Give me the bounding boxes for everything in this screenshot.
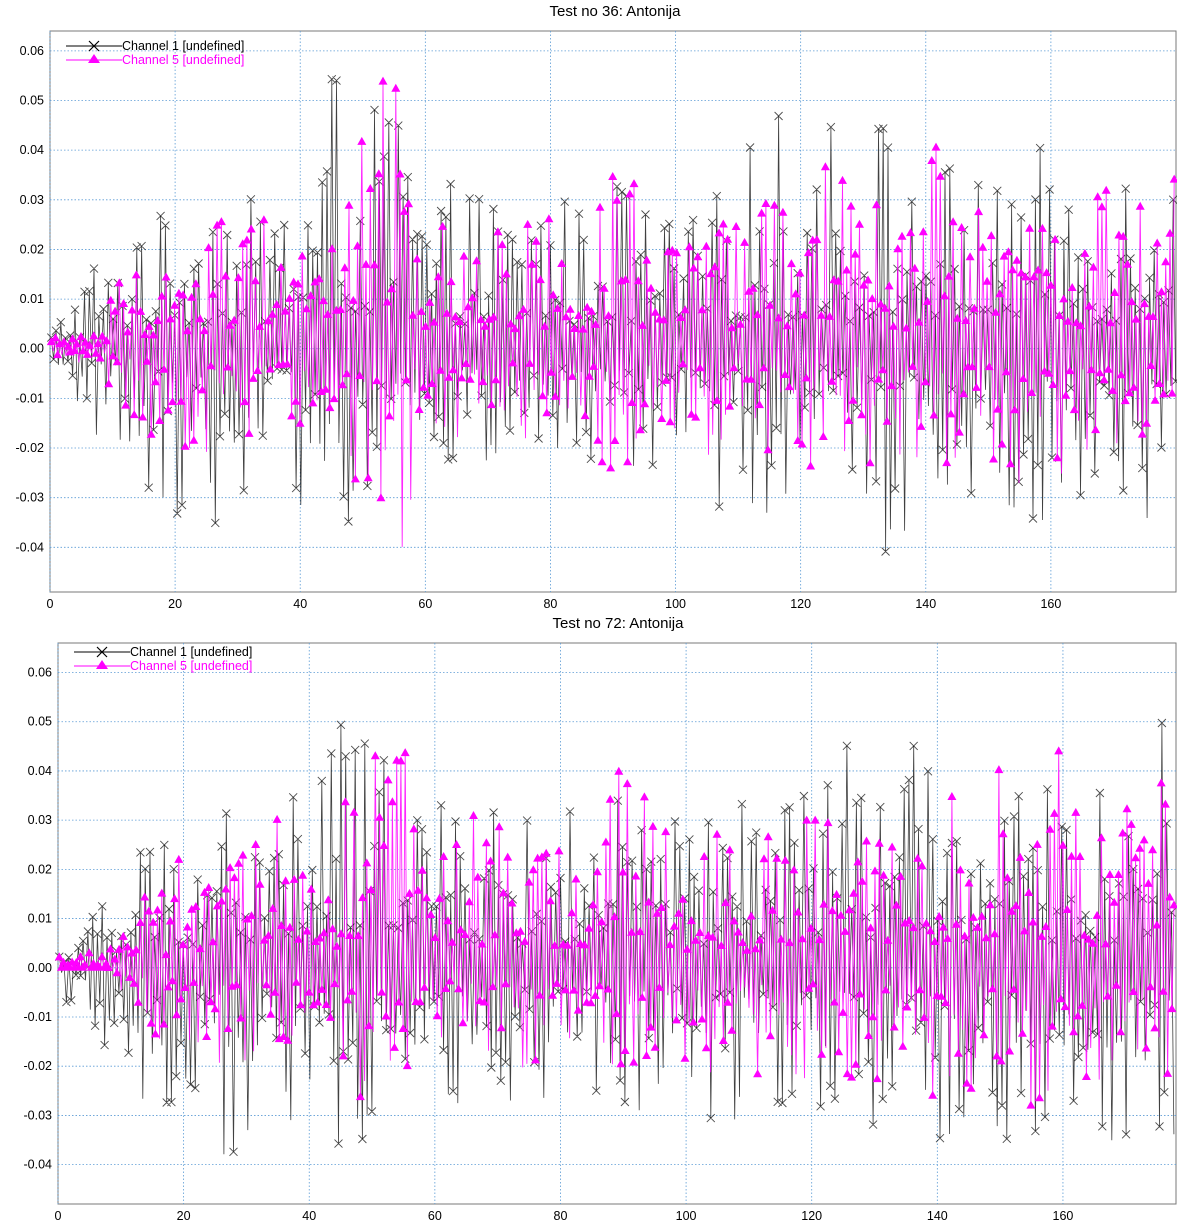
x-tick-label: 20 [177,1209,191,1221]
legend-marker-x-icon [88,40,100,52]
x-tick-label: 0 [55,1209,62,1221]
legend-marker-triangle-icon [88,54,100,63]
y-tick-label: -0.01 [24,1010,53,1024]
y-tick-label: 0.02 [20,242,44,256]
x-tick-label: 120 [801,1209,822,1221]
x-tick-label: 80 [543,597,557,608]
x-tick-label: 80 [554,1209,568,1221]
legend-label-channel-1: Channel 1 [undefined] [130,645,252,659]
chart-test-36: Test no 36: Antonija 0 20 40 60 80 100 120 140 1… [16,3,1177,608]
chart-title: Test no 36: Antonija [550,3,682,20]
y-tick-label: -0.04 [16,540,45,554]
x-tick-label: 0 [47,597,54,608]
series-channel-5 [54,746,1177,1109]
x-tick-label: 120 [790,597,811,608]
chart-legend: Channel 1 [undefined] Channel 5 [undefin… [74,645,252,673]
x-tick-label: 20 [168,597,182,608]
y-tick-label: 0.02 [28,862,52,876]
series-channel-5 [46,76,1177,547]
y-tick-label: 0.05 [28,715,52,729]
series-markers-triangle [54,746,1177,1109]
x-tick-label: 100 [665,597,686,608]
legend-label-channel-5: Channel 5 [undefined] [122,53,244,67]
x-tick-label: 160 [1040,597,1061,608]
y-tick-label: 0.04 [20,143,44,157]
y-tick-label: 0.03 [28,813,52,827]
y-tick-label: 0.00 [20,342,44,356]
y-tick-label: -0.03 [16,491,45,505]
legend-marker-x-icon [96,646,108,658]
chart-title: Test no 72: Antonija [553,615,685,632]
chart-panel-test-36: Test no 36: Antonija 0 20 40 60 80 100 120 140 1… [0,0,1177,608]
x-tick-label: 140 [915,597,936,608]
y-tick-label: -0.01 [16,391,45,405]
y-tick-label: 0.01 [28,912,52,926]
legend-marker-triangle-icon [96,660,108,669]
y-tick-label: 0.03 [20,193,44,207]
y-tick-label: 0.06 [20,44,44,58]
chart-legend: Channel 1 [undefined] Channel 5 [undefin… [66,39,244,67]
chart-test-72: Test no 72: Antonija 0 20 40 60 80 100 120 140 1… [24,615,1177,1221]
y-tick-label: 0.05 [20,94,44,108]
x-tick-label: 140 [927,1209,948,1221]
chart-panel-test-72: Test no 72: Antonija 0 20 40 60 80 100 120 140 1… [0,612,1177,1221]
x-tick-label: 60 [428,1209,442,1221]
legend-label-channel-5: Channel 5 [undefined] [130,659,252,673]
y-tick-label: 0.06 [28,666,52,680]
x-tick-label: 60 [418,597,432,608]
y-tick-label: -0.02 [24,1059,53,1073]
y-tick-label: -0.04 [24,1158,53,1172]
x-tick-label: 160 [1053,1209,1074,1221]
legend-label-channel-1: Channel 1 [undefined] [122,39,244,53]
y-tick-label: -0.02 [16,441,45,455]
y-tick-label: 0.04 [28,764,52,778]
x-tick-label: 100 [676,1209,697,1221]
x-tick-label: 40 [302,1209,316,1221]
y-tick-label: -0.03 [24,1108,53,1122]
y-tick-label: 0.01 [20,292,44,306]
y-tick-label: 0.00 [28,961,52,975]
x-tick-label: 40 [293,597,307,608]
